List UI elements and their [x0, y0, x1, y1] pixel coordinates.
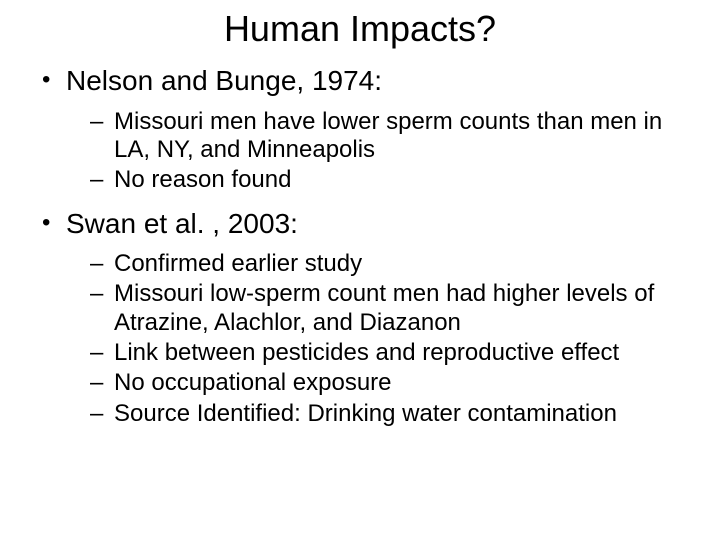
bullet-text: Swan et al. , 2003:	[66, 208, 298, 239]
bullet-text: Nelson and Bunge, 1974:	[66, 65, 382, 96]
sub-bullet-list: Missouri men have lower sperm counts tha…	[90, 108, 690, 195]
sub-bullet-item: Source Identified: Drinking water contam…	[90, 400, 690, 428]
bullet-item: Nelson and Bunge, 1974: Missouri men hav…	[38, 64, 690, 195]
slide: Human Impacts? Nelson and Bunge, 1974: M…	[0, 8, 720, 540]
sub-bullet-item: No reason found	[90, 166, 690, 194]
sub-bullet-item: Link between pesticides and reproductive…	[90, 339, 690, 367]
slide-title: Human Impacts?	[30, 8, 690, 50]
sub-bullet-item: No occupational exposure	[90, 369, 690, 397]
bullet-item: Swan et al. , 2003: Confirmed earlier st…	[38, 207, 690, 428]
sub-bullet-list: Confirmed earlier study Missouri low-spe…	[90, 250, 690, 428]
bullet-list: Nelson and Bunge, 1974: Missouri men hav…	[38, 64, 690, 428]
sub-bullet-item: Confirmed earlier study	[90, 250, 690, 278]
sub-bullet-item: Missouri low-sperm count men had higher …	[90, 280, 690, 337]
sub-bullet-item: Missouri men have lower sperm counts tha…	[90, 108, 690, 165]
